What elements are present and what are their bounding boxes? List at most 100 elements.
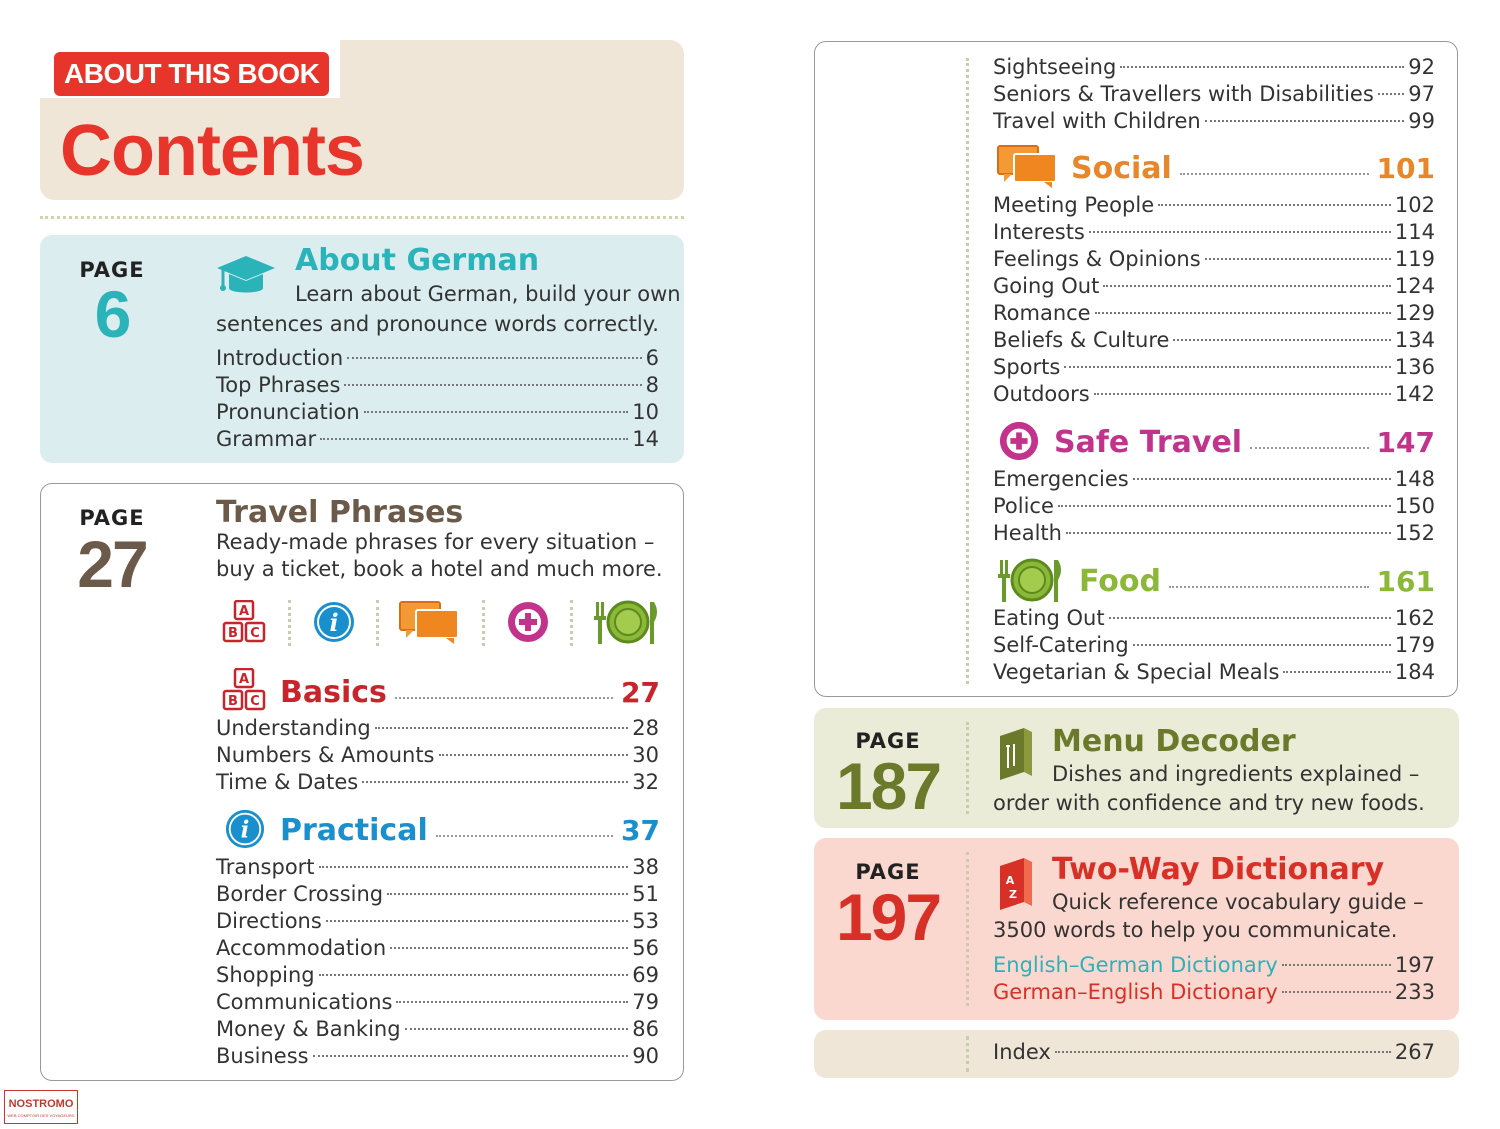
toc-entry[interactable]: Numbers & Amounts 30 [216,742,659,769]
toc-label: Meeting People [993,193,1155,217]
toc-entry[interactable]: Top Phrases 8 [216,372,659,399]
dictionary-panel [814,838,1459,1020]
toc-entry[interactable]: Beliefs & Culture 134 [993,327,1435,354]
toc-entry[interactable]: Grammar 14 [216,426,659,453]
toc-entry[interactable]: Outdoors 142 [993,381,1435,408]
dot-leader [1120,66,1405,68]
index-entry[interactable]: Index 267 [993,1039,1435,1066]
toc-entry[interactable]: Accommodation 56 [216,935,659,962]
toc-entry[interactable]: Money & Banking 86 [216,1016,659,1043]
toc-entry[interactable]: Eating Out 162 [993,605,1435,632]
plate-cutlery-icon [592,598,662,646]
dot-leader [394,697,614,699]
speech-bubbles-icon [996,144,1058,188]
toc-page: 28 [632,716,659,740]
dot-leader [396,1001,629,1003]
toc-entry[interactable]: Vegetarian & Special Meals 184 [993,659,1435,686]
svg-text:Z: Z [1009,888,1017,901]
toc-entry[interactable]: English–German Dictionary 197 [993,952,1435,979]
toc-entry[interactable]: Interests 114 [993,219,1435,246]
toc-entry[interactable]: Index 267 [993,1039,1435,1066]
plus-cross-icon [998,420,1040,462]
toc-label: Pronunciation [216,400,360,424]
toc-entry[interactable]: Romance 129 [993,300,1435,327]
toc-entry[interactable]: Understanding 28 [216,715,659,742]
toc-entry[interactable]: Communications 79 [216,989,659,1016]
dictionary-desc-line1: Quick reference vocabulary guide – [1052,890,1424,914]
toc-page: 102 [1394,193,1435,217]
watermark-subtext: WEB COMPTOIR DES VOYAGEURS [7,1113,75,1118]
toc-entry[interactable]: Health 152 [993,520,1435,547]
speech-bubbles-icon [398,600,460,644]
dot-leader [344,384,642,386]
practical-section-heading[interactable]: Practical 37 [280,810,660,850]
about-page-number: 6 [94,277,132,351]
toc-page: 53 [632,909,659,933]
toc-entry[interactable]: Introduction 6 [216,345,659,372]
toc-entry[interactable]: Self-Catering 179 [993,632,1435,659]
toc-entry[interactable]: Pronunciation 10 [216,399,659,426]
dictionary-page-label: PAGE [855,860,921,884]
social-section-heading[interactable]: Social 101 [1071,148,1435,188]
toc-page: 142 [1394,382,1435,406]
toc-entry[interactable]: German–English Dictionary 233 [993,979,1435,1006]
safe-travel-section-heading[interactable]: Safe Travel 147 [1054,422,1435,462]
toc-entry[interactable]: Sightseeing 92 [993,54,1435,81]
toc-entry[interactable]: Seniors & Travellers with Disabilities 97 [993,81,1435,108]
toc-entry[interactable]: Police 150 [993,493,1435,520]
toc-entry[interactable]: Emergencies 148 [993,466,1435,493]
dot-leader [1054,1051,1391,1053]
basics-section-heading[interactable]: Basics 27 [280,672,660,712]
toc-label: Vegetarian & Special Meals [993,660,1280,684]
travel-desc-line2: buy a ticket, book a hotel and much more… [216,557,663,581]
dictionary-title: Two-Way Dictionary [1052,852,1385,887]
section-page: 147 [1376,425,1435,459]
toc-entry[interactable]: Going Out 124 [993,273,1435,300]
food-section-heading[interactable]: Food 161 [1079,561,1435,601]
toc-page: 8 [645,373,659,397]
toc-page: 79 [632,990,659,1014]
toc-entry[interactable]: Border Crossing 51 [216,881,659,908]
section-name: Safe Travel [1054,424,1243,460]
toc-page: 129 [1394,301,1435,325]
toc-label: German–English Dictionary [993,980,1278,1004]
dot-leader [404,1028,629,1030]
toc-label: Going Out [993,274,1100,298]
toc-page: 10 [632,400,659,424]
section-name: Food [1079,563,1161,599]
toc-entry[interactable]: Time & Dates 32 [216,769,659,796]
toc-entry[interactable]: Directions 53 [216,908,659,935]
about-desc-line1: Learn about German, build your own [295,282,681,306]
toc-page: 90 [632,1044,659,1068]
about-title: About German [295,243,540,278]
toc-label: Shopping [216,963,315,987]
toc-page: 233 [1394,980,1435,1004]
toc-entry[interactable]: Travel with Children 99 [993,108,1435,135]
dictionary-desc-line2: 3500 words to help you communicate. [993,918,1398,942]
toc-page: 38 [632,855,659,879]
dot-leader [318,866,629,868]
dot-leader [347,357,642,359]
toc-entry[interactable]: Sports 136 [993,354,1435,381]
toc-page: 92 [1408,55,1435,79]
section-page: 37 [621,813,660,847]
toc-entry[interactable]: Transport 38 [216,854,659,881]
toc-page: 162 [1394,606,1435,630]
toc-label: Understanding [216,716,371,740]
toc-entry[interactable]: Feelings & Opinions 119 [993,246,1435,273]
toc-entry[interactable]: Meeting People 102 [993,192,1435,219]
vertical-dot-divider [966,722,969,814]
section-page: 27 [621,675,660,709]
toc-label: Beliefs & Culture [993,328,1170,352]
toc-entry[interactable]: Shopping 69 [216,962,659,989]
toc-label: Outdoors [993,382,1090,406]
toc-page: 184 [1394,660,1435,684]
toc-page: 32 [632,770,659,794]
travel-page-label: PAGE [79,506,145,530]
toc-entry[interactable]: Business 90 [216,1043,659,1070]
social-list: Meeting People 102 Interests 114 Feelings … [993,192,1435,408]
toc-page: 14 [632,427,659,451]
dot-leader [1057,505,1391,507]
section-name: Practical [280,812,428,848]
